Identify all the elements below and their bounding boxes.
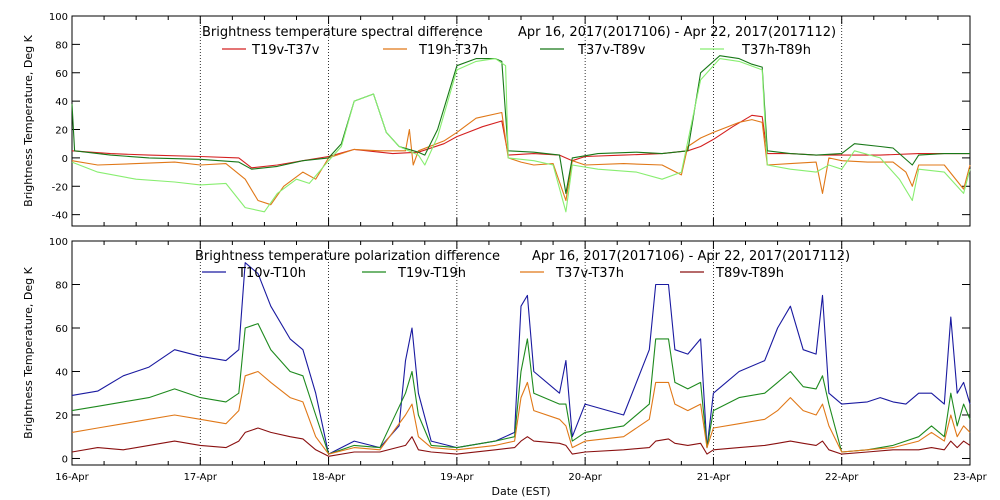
legend-top: T19v-T37v T19h-T37h T37v-T89v T37h-T89h xyxy=(222,43,811,58)
panel-title-right: Apr 16, 2017(2017106) - Apr 22, 2017(201… xyxy=(518,25,836,40)
x-axis-label: Date (EST) xyxy=(491,485,550,498)
x-tick-label: 23-Apr xyxy=(953,472,987,483)
x-tick-label: 18-Apr xyxy=(312,472,346,483)
y-tick-label: 0 xyxy=(62,454,68,465)
y-tick-label: 100 xyxy=(49,237,68,248)
series-line-t19v-t19h xyxy=(71,323,971,455)
x-axis-top xyxy=(71,16,971,226)
grid-top xyxy=(199,16,843,226)
legend-bottom: T10v-T10h T19v-T19h T37v-T37h T89v-T89h xyxy=(202,266,784,281)
y-tick-label: 40 xyxy=(55,367,68,378)
series-line-t37v-t37h xyxy=(71,370,971,455)
series-line-t37v-t89v xyxy=(71,55,970,194)
legend-label: T19h-T37h xyxy=(418,43,488,58)
legend-label: T89v-T89h xyxy=(715,266,784,281)
plot-frame-bottom xyxy=(71,240,971,466)
y-tick-label: 60 xyxy=(55,69,68,80)
y-axis-label-top: Brightness Temperature, Deg K xyxy=(22,34,35,206)
x-tick-label: 16-Apr xyxy=(55,472,89,483)
panel-title-right: Apr 16, 2017(2017106) - Apr 22, 2017(201… xyxy=(532,249,850,264)
legend-label: T19v-T37v xyxy=(251,43,320,58)
x-axis-bottom: 16-Apr 17-Apr 18-Apr 19-Apr 20-Apr 21-Apr 22-A… xyxy=(55,241,988,483)
x-tick-label: 19-Apr xyxy=(440,472,474,483)
y-axis-bottom: 0 20 40 60 80 100 xyxy=(49,237,970,465)
y-tick-label: 80 xyxy=(55,280,68,291)
y-tick-label: 80 xyxy=(55,40,68,51)
y-tick-label: 100 xyxy=(49,12,68,23)
series-group-top xyxy=(71,55,971,213)
y-tick-label: 40 xyxy=(55,97,68,108)
y-tick-label: 0 xyxy=(62,154,68,165)
legend-label: T37h-T89h xyxy=(741,43,811,58)
legend-label: T10v-T10h xyxy=(237,266,306,281)
y-tick-label: 60 xyxy=(55,324,68,335)
plot-frame-top xyxy=(71,15,971,227)
series-group-bottom xyxy=(71,262,971,457)
y-axis-label-bottom: Brightness Temperature, Deg K xyxy=(22,266,35,438)
x-tick-label: 22-Apr xyxy=(825,472,859,483)
series-line-t19h-t37h xyxy=(71,111,971,206)
panel-title-left: Brightness temperature spectral differen… xyxy=(202,25,483,40)
y-tick-label: -20 xyxy=(52,182,68,193)
x-tick-label: 21-Apr xyxy=(697,472,731,483)
y-tick-label: 20 xyxy=(55,411,68,422)
legend-label: T19v-T19h xyxy=(397,266,466,281)
series-line-t37h-t89h xyxy=(71,58,971,213)
series-line-t10v-t10h xyxy=(71,262,971,455)
legend-label: T37v-T89v xyxy=(577,43,646,58)
y-axis-top: -40 -20 0 20 40 60 80 100 xyxy=(49,12,970,222)
x-tick-label: 20-Apr xyxy=(568,472,602,483)
legend-label: T37v-T37h xyxy=(555,266,624,281)
x-tick-label: 17-Apr xyxy=(184,472,218,483)
y-tick-label: -40 xyxy=(52,211,68,222)
panel-spectral-difference: -40 -20 0 20 40 60 80 100 Brightness temperatur… xyxy=(22,12,971,227)
series-line-t89v-t89h xyxy=(71,427,971,457)
y-tick-label: 20 xyxy=(55,126,68,137)
panel-title-left: Brightness temperature polarization diff… xyxy=(195,249,500,264)
panel-polarization-difference: 0 20 40 60 80 100 16-Apr 17-Apr 18-Apr 19-Apr 20-… xyxy=(22,237,988,498)
